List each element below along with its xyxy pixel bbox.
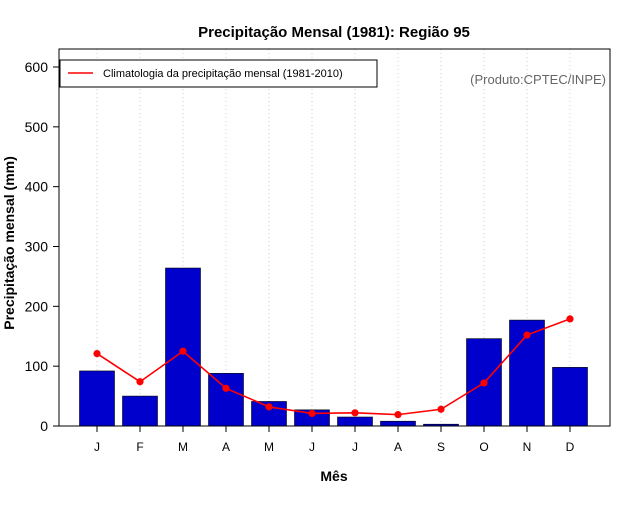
y-tick-label-1: 100 [25, 358, 49, 374]
climatology-point-5 [308, 409, 316, 418]
bar-11 [552, 367, 588, 427]
grid [96, 49, 571, 426]
bar-2 [165, 267, 201, 427]
x-tick-label-2: M [178, 440, 188, 454]
y-tick-label-3: 300 [25, 239, 49, 255]
x-axis-label: Mês [320, 468, 347, 484]
y-tick-label-0: 0 [40, 418, 48, 434]
climatology-polyline [96, 318, 571, 416]
climatology-point-10 [523, 331, 531, 339]
x-tick-label-4: M [264, 440, 274, 454]
plot-frame [58, 48, 611, 427]
y-axis-label: Precipitação mensal (mm) [1, 156, 17, 330]
bars [79, 267, 588, 427]
climatology-point-2 [179, 347, 187, 355]
x-tick-label-3: A [222, 440, 230, 454]
bar-6 [337, 416, 373, 427]
bar-3 [208, 373, 244, 427]
chart-title: Precipitação Mensal (1981): Região 95 [198, 24, 470, 41]
climatology-point-1 [136, 378, 144, 386]
x-tick-label-6: J [352, 440, 358, 454]
y-tick-label-5: 500 [25, 119, 49, 135]
x-tick-label-10: N [523, 440, 532, 454]
climatology-point-9 [480, 379, 488, 387]
x-tick-label-0: J [94, 440, 100, 454]
climatology-point-8 [437, 405, 445, 413]
axes: 0 100 200 300 400 500 600 J F M A M J J A S O N D [25, 48, 611, 454]
climatology-point-11 [566, 315, 574, 323]
climatology-point-6 [351, 409, 359, 417]
x-tick-label-5: J [309, 440, 315, 454]
bar-0 [79, 370, 115, 427]
x-tick-label-9: O [479, 440, 488, 454]
climatology-point-7 [394, 411, 402, 419]
climatology-point-3 [222, 384, 230, 392]
x-tick-label-1: F [136, 440, 143, 454]
x-tick-label-7: A [394, 440, 402, 454]
legend: Climatologia da precipitação mensal (198… [59, 59, 378, 88]
legend-entry-climatology: Climatologia da precipitação mensal (198… [103, 68, 343, 80]
y-tick-label-2: 200 [25, 298, 49, 314]
legend-box [59, 59, 378, 88]
climatology-point-4 [265, 403, 273, 411]
bar-7 [380, 420, 416, 427]
x-tick-label-11: D [566, 440, 575, 454]
x-tick-label-8: S [437, 440, 445, 454]
bar-1 [122, 395, 158, 427]
climatology-point-0 [93, 350, 101, 358]
climatology-line [93, 315, 574, 419]
y-tick-label-4: 400 [25, 179, 49, 195]
y-tick-label-6: 600 [25, 59, 49, 75]
source-annotation: (Produto:CPTEC/INPE) [470, 72, 606, 87]
